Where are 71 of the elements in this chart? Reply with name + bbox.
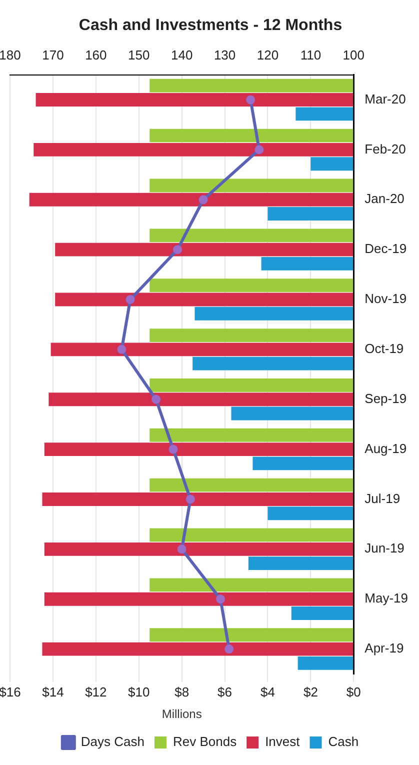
chart-title: Cash and Investments - 12 Months [78, 17, 342, 34]
bar [44, 542, 354, 556]
bar [44, 442, 354, 456]
x2-tick-label: 140 [170, 48, 193, 63]
bar [291, 606, 354, 620]
bar [150, 128, 354, 142]
x2-tick-label: 100 [342, 48, 365, 63]
x-tick-label: $0 [346, 684, 361, 700]
bar [150, 628, 354, 642]
x2-tick-label: 160 [85, 48, 107, 63]
x-axis-title: Millions [162, 707, 202, 722]
x2-tick-label: 110 [300, 48, 322, 63]
bar [248, 556, 354, 570]
bar [296, 107, 354, 121]
x2-tick-label: 120 [256, 48, 279, 63]
bar [150, 228, 354, 242]
bar [150, 328, 354, 342]
bar [194, 306, 354, 320]
bar [150, 428, 354, 442]
x2-tick-label: 150 [128, 48, 150, 63]
y-tick-label: Nov-19 [364, 291, 407, 306]
legend-label: Rev Bonds [172, 734, 238, 750]
bar [150, 278, 354, 292]
bar [36, 93, 354, 106]
x2-tick-label: 170 [42, 48, 64, 63]
y-tick-label: Apr-19 [364, 640, 404, 656]
bar [55, 242, 354, 256]
x-tick-label: $12 [85, 684, 107, 700]
bar [192, 356, 354, 370]
bar [310, 157, 354, 171]
x2-tick-label: 130 [214, 48, 236, 63]
bar [268, 207, 354, 220]
bar [42, 642, 354, 656]
bar [298, 656, 354, 670]
bar [29, 192, 354, 206]
x-tick-label: $8 [174, 684, 190, 700]
bar [252, 456, 354, 470]
bar [55, 292, 354, 306]
y-tick-label: Jan-20 [364, 191, 404, 206]
bar [50, 342, 354, 356]
y-tick-label: Sep-19 [364, 390, 407, 406]
bar [34, 142, 354, 156]
bar [150, 578, 354, 592]
bar [48, 392, 354, 406]
y-tick-label: Aug-19 [364, 440, 407, 456]
x-tick-label: $14 [42, 684, 64, 700]
bar [150, 478, 354, 492]
x-tick-label: $2 [303, 684, 318, 700]
bar [231, 406, 354, 420]
y-tick-label: Jul-19 [364, 490, 400, 506]
legend-label: Invest [265, 734, 300, 750]
legend-label: Cash [328, 734, 359, 750]
x-tick-label: $6 [218, 684, 232, 700]
bar [150, 78, 354, 92]
bar [261, 256, 354, 270]
bar [150, 528, 354, 542]
x-tick-label: $4 [260, 684, 275, 700]
bar [42, 492, 354, 506]
y-tick-label: Feb-20 [364, 141, 406, 156]
bar [268, 506, 354, 520]
legend-label: Days Cash [80, 734, 144, 750]
x2-tick-label: 180 [0, 48, 21, 63]
y-tick-label: Oct-19 [364, 341, 404, 356]
y-tick-label: May-19 [364, 590, 408, 606]
y-tick-label: Jun-19 [364, 540, 404, 556]
x-tick-label: $10 [128, 684, 150, 700]
y-tick-label: Mar-20 [364, 91, 406, 106]
bar [150, 378, 354, 392]
y-tick-label: Dec-19 [364, 241, 407, 256]
bar [150, 178, 354, 192]
bar [44, 592, 354, 606]
